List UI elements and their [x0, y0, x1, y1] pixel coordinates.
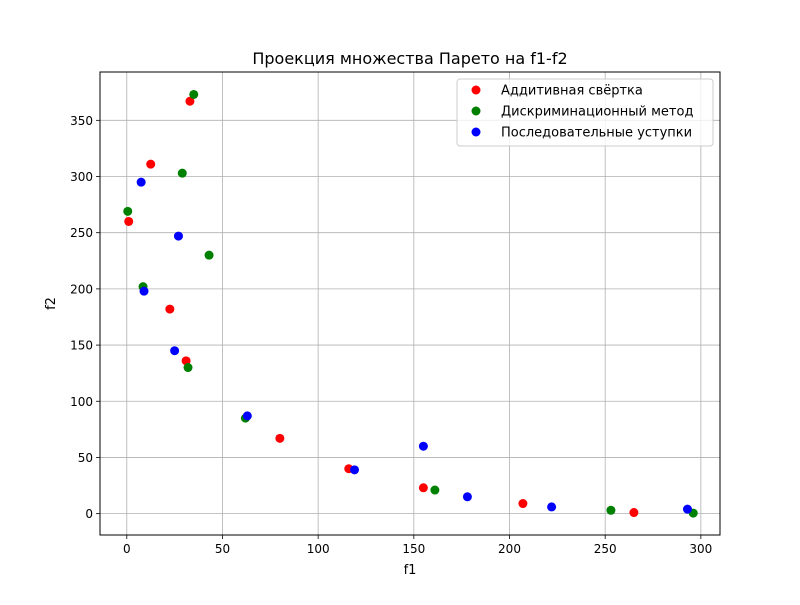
scatter-point — [183, 363, 193, 373]
y-tick-label: 250 — [70, 226, 93, 240]
scatter-point — [139, 286, 149, 296]
x-tick-label: 0 — [123, 542, 131, 556]
legend-label: Последовательные уступки — [501, 126, 692, 141]
scatter-point — [165, 304, 175, 314]
scatter-point — [606, 505, 616, 515]
scatter-point — [418, 483, 428, 493]
legend-marker — [471, 106, 481, 116]
y-tick-label: 300 — [70, 170, 93, 184]
y-tick-label: 200 — [70, 282, 93, 296]
axis-ticks: 0 50 100 150 200 250 300 0 50 100 150 200 250 300 350 — [70, 114, 712, 556]
scatter-point — [350, 465, 360, 475]
scatter-point — [629, 508, 639, 518]
legend: Аддитивная свёртка Дискриминационный мето… — [456, 78, 714, 147]
data-points — [123, 89, 698, 518]
scatter-point — [204, 250, 214, 260]
y-tick-label: 0 — [85, 507, 93, 521]
x-tick-label: 100 — [307, 542, 330, 556]
scatter-point — [173, 231, 183, 241]
grid — [100, 72, 720, 535]
scatter-point — [124, 216, 134, 226]
chart-title: Проекция множества Парето на f1-f2 — [252, 49, 567, 68]
scatter-point — [462, 492, 472, 502]
scatter-point — [123, 206, 133, 216]
legend-label: Дискриминационный метод — [501, 105, 693, 120]
scatter-point — [547, 502, 557, 512]
y-tick-label: 150 — [70, 339, 93, 353]
y-tick-label: 50 — [78, 451, 93, 465]
x-tick-label: 250 — [594, 542, 617, 556]
scatter-point — [242, 411, 252, 421]
scatter-point — [518, 499, 528, 509]
scatter-point — [177, 168, 187, 178]
scatter-point — [682, 504, 692, 514]
scatter-point — [185, 96, 195, 106]
legend-box — [456, 78, 714, 147]
scatter-point — [146, 159, 156, 169]
scatter-point — [418, 441, 428, 451]
x-axis-label: f1 — [404, 563, 417, 578]
legend-items: Аддитивная свёртка Дискриминационный мето… — [471, 84, 693, 141]
y-tick-label: 350 — [70, 114, 93, 128]
scatter-point — [430, 485, 440, 495]
scatter-point — [170, 346, 180, 356]
legend-marker — [471, 127, 481, 137]
x-tick-label: 50 — [215, 542, 230, 556]
x-tick-label: 200 — [498, 542, 521, 556]
scatter-point — [181, 356, 191, 366]
legend-marker — [471, 85, 481, 95]
scatter-point — [275, 433, 285, 443]
legend-label: Аддитивная свёртка — [501, 84, 643, 99]
scatter-point — [189, 89, 199, 99]
y-axis-label: f2 — [44, 297, 59, 310]
plot-area-frame — [99, 71, 721, 536]
y-tick-label: 100 — [70, 395, 93, 409]
x-tick-label: 150 — [402, 542, 425, 556]
x-tick-label: 300 — [689, 542, 712, 556]
scatter-point — [136, 177, 146, 187]
